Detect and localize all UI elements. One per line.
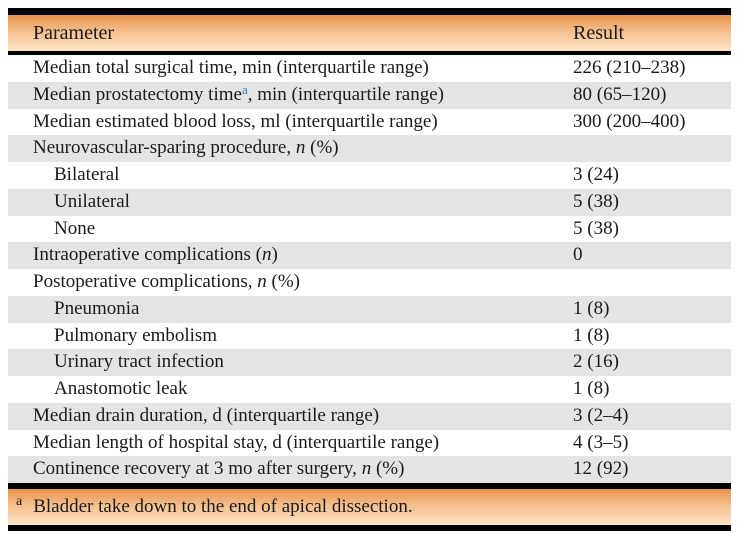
- table-row: Median prostatectomy timea, min (interqu…: [8, 81, 731, 109]
- column-header-result: Result: [573, 21, 625, 44]
- table-row: None 5 (38): [8, 216, 731, 243]
- parameter-text: None: [54, 217, 96, 239]
- result-cell: 5 (38): [573, 217, 619, 239]
- parameter-text: Bilateral: [54, 164, 120, 185]
- parameter-text: (%): [371, 458, 405, 480]
- table-row: Median estimated blood loss, ml (interqu…: [8, 109, 731, 136]
- result-cell: 1 (8): [573, 297, 610, 319]
- parameter-text: Pneumonia: [54, 297, 140, 319]
- parameter-cell: Median length of hospital stay, d (inter…: [8, 430, 573, 457]
- footnote-top-rule: [8, 483, 731, 489]
- parameter-cell: Urinary tract infection: [8, 349, 573, 376]
- italic-n: n: [295, 137, 306, 159]
- parameter-cell: Median estimated blood loss, ml (interqu…: [8, 109, 573, 136]
- italic-n: n: [261, 244, 272, 266]
- parameter-cell: Pulmonary embolism: [8, 323, 573, 350]
- result-cell: 3 (24): [573, 164, 619, 185]
- table-body: Median total surgical time, min (interqu…: [8, 55, 731, 483]
- result-cell: 226 (210–238): [573, 57, 686, 78]
- table-header-row: Parameter Result: [8, 15, 731, 51]
- header-bottom-rule: [8, 51, 731, 55]
- result-cell: 80 (65–120): [573, 83, 667, 105]
- table-row: Median length of hospital stay, d (inter…: [8, 430, 731, 457]
- outcomes-table: Parameter Result Median total surgical t…: [8, 8, 731, 531]
- table-bottom-rule: [8, 525, 731, 531]
- parameter-cell: Bilateral: [8, 162, 573, 189]
- parameter-text: Urinary tract infection: [54, 351, 224, 373]
- table-row: Unilateral 5 (38): [8, 188, 731, 216]
- parameter-text: , min (interquartile range): [247, 83, 444, 105]
- result-cell: 4 (3–5): [573, 431, 629, 453]
- parameter-text: Neurovascular-sparing procedure,: [33, 137, 296, 159]
- result-cell: 1 (8): [573, 324, 610, 346]
- table-row: Neurovascular-sparing procedure, n (%): [8, 135, 731, 162]
- parameter-text: ): [271, 244, 278, 266]
- result-cell: 2 (16): [573, 351, 619, 373]
- parameter-cell: Anastomotic leak: [8, 376, 573, 403]
- table-row: Postoperative complications, n (%): [8, 269, 731, 296]
- result-cell: 5 (38): [573, 190, 619, 212]
- table-row: Bilateral 3 (24): [8, 162, 731, 189]
- result-cell: 12 (92): [573, 458, 629, 480]
- parameter-cell: Continence recovery at 3 mo after surger…: [8, 456, 573, 483]
- parameter-text: Intraoperative complications (: [33, 244, 262, 266]
- italic-n: n: [361, 458, 372, 480]
- parameter-text: Median estimated blood loss, ml (interqu…: [33, 110, 438, 132]
- parameter-cell: Median total surgical time, min (interqu…: [8, 55, 573, 82]
- parameter-text: Median prostatectomy time: [33, 83, 242, 105]
- footnote-reference-link[interactable]: a: [241, 81, 248, 97]
- result-cell: 0: [573, 244, 583, 266]
- parameter-text: Median drain duration, d (interquartile …: [33, 404, 380, 426]
- parameter-cell: Intraoperative complications (n): [8, 242, 573, 269]
- parameter-text: Anastomotic leak: [54, 378, 188, 399]
- table-row: Median total surgical time, min (interqu…: [8, 55, 731, 82]
- parameter-text: Median length of hospital stay, d (inter…: [33, 431, 440, 453]
- table-row: Median drain duration, d (interquartile …: [8, 402, 731, 430]
- table-row: Pneumonia 1 (8): [8, 295, 731, 323]
- parameter-text: Unilateral: [54, 190, 130, 212]
- result-cell: 1 (8): [573, 378, 610, 399]
- table-row: Intraoperative complications (n) 0: [8, 242, 731, 269]
- parameter-cell: Neurovascular-sparing procedure, n (%): [8, 135, 573, 162]
- parameter-cell: Median prostatectomy timea, min (interqu…: [8, 82, 573, 109]
- parameter-cell: None: [8, 216, 573, 243]
- table-row: Urinary tract infection 2 (16): [8, 349, 731, 376]
- parameter-text: (%): [266, 271, 300, 292]
- column-header-parameter: Parameter: [33, 21, 115, 44]
- parameter-cell: Pneumonia: [8, 296, 573, 323]
- result-cell: 3 (2–4): [573, 404, 629, 426]
- parameter-text: Pulmonary embolism: [54, 324, 218, 346]
- result-cell: 300 (200–400): [573, 110, 686, 132]
- parameter-cell: Median drain duration, d (interquartile …: [8, 403, 573, 430]
- table-row: Anastomotic leak 1 (8): [8, 376, 731, 403]
- italic-n: n: [257, 271, 267, 292]
- parameter-cell: Postoperative complications, n (%): [8, 269, 573, 296]
- parameter-text: Median total surgical time, min (interqu…: [33, 57, 429, 78]
- table-top-rule: [8, 8, 731, 15]
- parameter-cell: Unilateral: [8, 189, 573, 216]
- table-row: Pulmonary embolism 1 (8): [8, 323, 731, 350]
- table-row: Continence recovery at 3 mo after surger…: [8, 456, 731, 483]
- table-footnote: a Bladder take down to the end of apical…: [8, 489, 731, 525]
- parameter-text: (%): [305, 137, 339, 159]
- footnote-text: Bladder take down to the end of apical d…: [33, 496, 413, 517]
- parameter-text: Continence recovery at 3 mo after surger…: [33, 458, 362, 480]
- parameter-text: Postoperative complications,: [33, 271, 258, 292]
